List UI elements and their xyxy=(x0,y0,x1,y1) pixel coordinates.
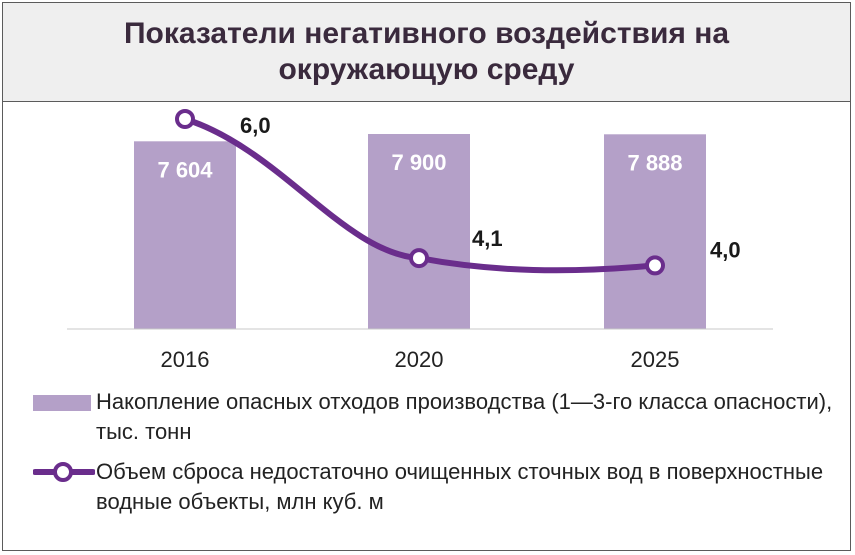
line-value-label-2020: 4,1 xyxy=(472,226,503,251)
bar-2025 xyxy=(604,134,706,329)
legend-label-waste: Накопление опасных отходов производства … xyxy=(96,389,833,444)
line-point-2025 xyxy=(645,255,665,276)
bar-value-label-2016: 7 604 xyxy=(157,157,213,182)
chart-plot: 7 604 7 900 7 888 6,0 4,1 4,0 2016 2020 2025 xyxy=(67,109,773,372)
title-box: Показатели негативного воздействия на ок… xyxy=(3,3,850,102)
bar-2020 xyxy=(368,134,470,329)
x-tick-label-2016: 2016 xyxy=(161,347,210,372)
line-value-label-2025: 4,0 xyxy=(710,237,741,262)
legend-label-wastewater: Объем сброса недостаточно очищенных сточ… xyxy=(96,459,824,514)
x-tick-label-2025: 2025 xyxy=(631,347,680,372)
bar-value-label-2025: 7 888 xyxy=(627,150,682,175)
chart-title: Показатели негативного воздействия на ок… xyxy=(123,17,730,86)
legend-line-swatch xyxy=(33,462,95,482)
line-value-label-2016: 6,0 xyxy=(240,113,271,138)
x-tick-label-2020: 2020 xyxy=(395,347,444,372)
bar-2016 xyxy=(134,141,236,329)
line-point-2020 xyxy=(409,248,429,269)
bar-value-label-2020: 7 900 xyxy=(391,150,446,175)
line-point-2016 xyxy=(175,109,195,129)
legend-bar-swatch xyxy=(33,395,91,411)
